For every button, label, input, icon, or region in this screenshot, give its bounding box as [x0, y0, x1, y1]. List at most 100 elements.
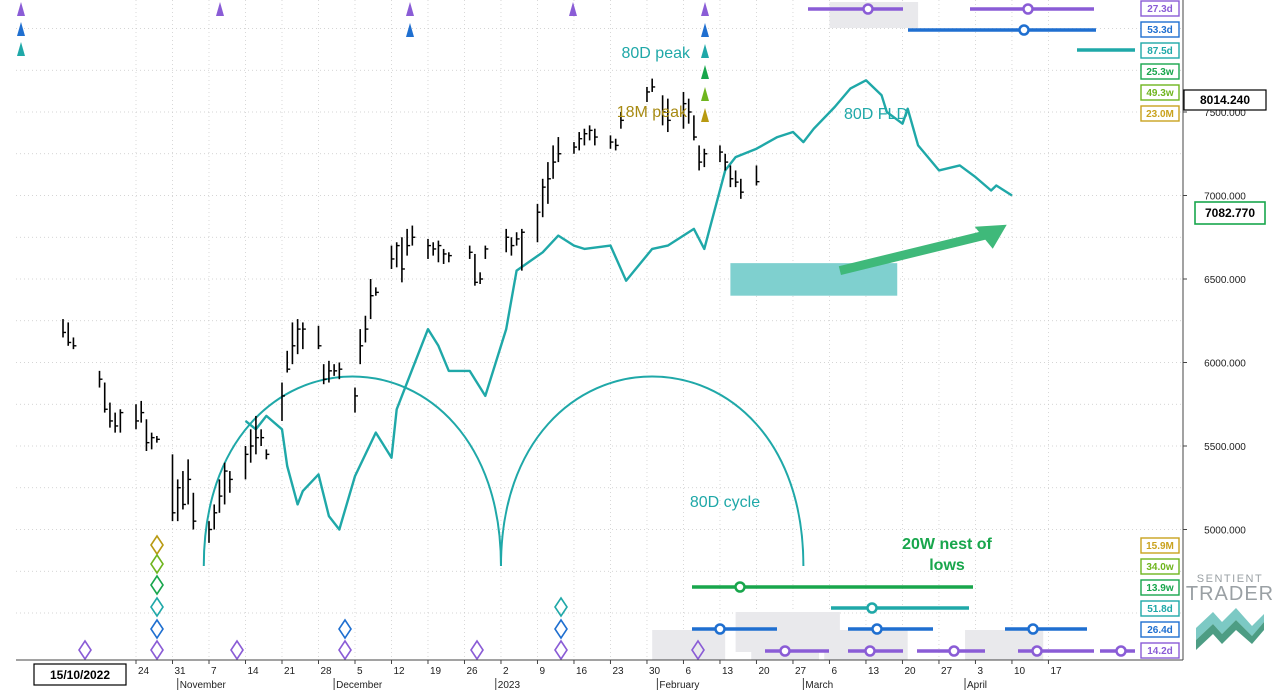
price-bar — [521, 228, 525, 271]
range-center — [871, 623, 883, 635]
price-bar — [119, 409, 124, 433]
fld-layer — [244, 79, 1013, 531]
marker-trough — [554, 618, 568, 640]
price-bar — [62, 319, 67, 338]
y-tick-label: 5000.000 — [1204, 526, 1246, 537]
month-label: December — [336, 680, 383, 690]
y-tick-label: 6000.000 — [1204, 359, 1246, 370]
range-center — [948, 645, 960, 657]
range-40d-bottom — [1005, 623, 1087, 635]
period-tag-box — [1140, 558, 1180, 575]
marker-trough — [554, 596, 568, 618]
period-tag: 14.2d — [1140, 642, 1180, 659]
period-tag-box — [1140, 600, 1180, 617]
price-bar — [547, 162, 551, 204]
logo-line2: TRADER — [1186, 583, 1274, 605]
label-nest-line1: 20W nest of — [902, 536, 992, 553]
price-box-high-label: 8014.240 — [1200, 93, 1250, 107]
range-center — [1018, 24, 1030, 36]
marker-20d-trough — [338, 639, 352, 661]
month-label: 2023 — [498, 680, 521, 690]
price-bar — [171, 454, 176, 522]
range-center — [862, 3, 874, 15]
marker-trough — [150, 553, 164, 575]
period-tag-label: 53.3d — [1147, 25, 1173, 36]
price-bar — [448, 252, 452, 263]
price-bar — [67, 322, 72, 346]
top-period-tags: 27.3d 53.3d 87.5d 25.3w 49.3w 23.0M — [1140, 0, 1180, 122]
month-label: April — [967, 680, 987, 690]
target-arrow-head — [974, 224, 1007, 249]
range-20w-bottom — [692, 581, 973, 593]
x-tick-label: 12 — [393, 666, 405, 677]
price-bar — [150, 432, 155, 450]
price-bar — [552, 145, 557, 179]
period-tag-label: 14.2d — [1147, 646, 1173, 657]
price-bar — [437, 240, 442, 263]
price-bar — [265, 449, 270, 460]
marker-20d-peak — [216, 2, 224, 16]
period-tag: 15.9M — [1140, 537, 1180, 554]
price-bar — [359, 329, 364, 365]
x-tick-label: 20 — [758, 666, 770, 677]
price-bar — [354, 387, 358, 413]
month-label: March — [805, 680, 833, 690]
range-20d-top — [808, 3, 903, 15]
price-bar — [682, 91, 687, 129]
price-bar — [328, 360, 332, 383]
fld-line — [244, 79, 1013, 531]
period-tag-label: 25.3w — [1146, 67, 1173, 78]
price-bar — [609, 135, 614, 149]
price-bar — [578, 132, 583, 151]
price-bar — [427, 238, 431, 259]
price-bar — [98, 370, 103, 388]
price-bar — [740, 178, 744, 199]
price-bar — [651, 78, 656, 92]
marker-20d-peak — [17, 2, 25, 16]
marker-20d-trough — [230, 639, 244, 661]
price-bar — [213, 504, 218, 530]
price-bar — [703, 148, 708, 168]
x-tick-label: 28 — [320, 666, 332, 677]
marker-trough — [150, 596, 164, 618]
x-tick-label: 3 — [977, 666, 983, 677]
price-bar — [218, 479, 223, 513]
marker-20d-peak — [569, 2, 577, 16]
marker-18m-peak — [701, 108, 709, 122]
range-center — [779, 645, 791, 657]
period-tag-label: 26.4d — [1147, 625, 1173, 636]
y-tick-label: 5500.000 — [1204, 442, 1246, 453]
price-box-high: 8014.240 — [1183, 89, 1267, 111]
label-80d-fld: 80D FLD — [844, 106, 908, 123]
range-40d-bottom — [848, 623, 933, 635]
price-bar — [484, 245, 489, 259]
price-bar — [249, 429, 254, 463]
price-bar — [620, 112, 624, 129]
marker-40w-peak — [701, 87, 709, 101]
x-tick-label: 2 — [503, 666, 509, 677]
label-18m-peak: 18M peak — [617, 104, 688, 121]
label-nest-line2: lows — [929, 557, 965, 574]
price-bar — [432, 242, 437, 256]
marker-trough — [150, 639, 164, 661]
x-tick-label: 14 — [247, 666, 259, 677]
range-center — [1115, 645, 1127, 657]
x-tick-label: 27 — [795, 666, 807, 677]
month-label: November — [180, 680, 227, 690]
price-bar — [510, 237, 515, 256]
price-bar — [302, 322, 306, 350]
period-tag-label: 13.9w — [1146, 583, 1173, 594]
price-bar — [505, 228, 510, 253]
price-bar — [661, 95, 666, 126]
period-tag-box — [1140, 537, 1180, 554]
x-tick-label: 6 — [685, 666, 691, 677]
period-tag-box — [1140, 63, 1180, 80]
price-bar — [588, 125, 593, 141]
period-tag-box — [1140, 42, 1180, 59]
marker-20d-trough — [78, 639, 92, 661]
price-bar — [411, 225, 416, 246]
x-tick-label: 13 — [868, 666, 880, 677]
range-20d-bottom — [917, 645, 985, 657]
projection-bands — [652, 2, 1044, 660]
x-tick-label: 27 — [941, 666, 953, 677]
